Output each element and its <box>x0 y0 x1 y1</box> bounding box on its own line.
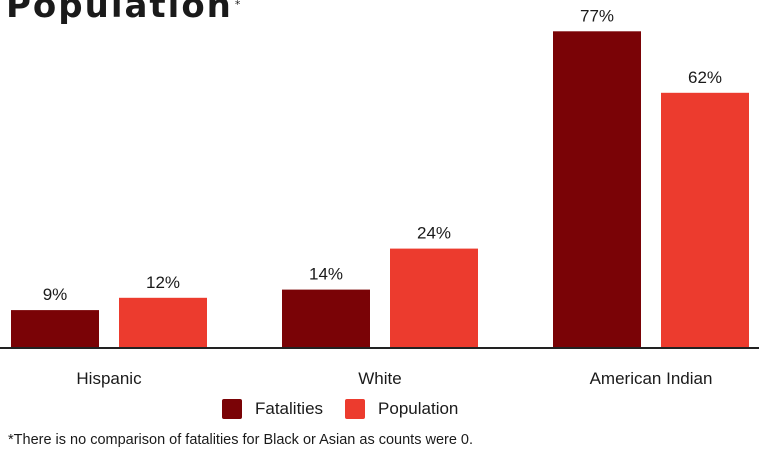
category-label-white: White <box>358 369 401 388</box>
title-footnote-mark: * <box>234 0 241 11</box>
footnote: *There is no comparison of fatalities fo… <box>8 432 474 448</box>
legend-item-fatalities: Fatalities <box>222 399 323 419</box>
category-label-american-indian: American Indian <box>590 369 713 388</box>
bar-chart: 9% 12% Hispanic 14% 24% White 77% 62% American I… <box>0 6 759 388</box>
chart-legend: Fatalities Population <box>222 399 480 419</box>
category-label-hispanic: Hispanic <box>76 369 142 388</box>
data-label-fatalities-american-indian: 77% <box>580 6 614 25</box>
bar-fatalities-american-indian <box>553 31 641 348</box>
bar-population-hispanic <box>119 297 207 347</box>
bar-population-american-indian <box>661 92 749 347</box>
bar-population-white <box>390 248 478 347</box>
bar-fatalities-hispanic <box>11 310 99 347</box>
data-label-population-white: 24% <box>417 224 451 243</box>
bar-fatalities-white <box>282 289 370 347</box>
legend-swatch-fatalities <box>222 399 242 419</box>
data-label-fatalities-white: 14% <box>309 265 343 284</box>
data-label-population-american-indian: 62% <box>688 68 722 87</box>
legend-label-fatalities: Fatalities <box>255 399 324 418</box>
legend-label-population: Population <box>378 399 459 418</box>
data-label-fatalities-hispanic: 9% <box>43 285 68 304</box>
data-label-population-hispanic: 12% <box>146 273 180 292</box>
chart-title: Population * <box>6 0 241 26</box>
legend-swatch-population <box>345 399 366 419</box>
legend-item-population: Population <box>345 399 458 419</box>
